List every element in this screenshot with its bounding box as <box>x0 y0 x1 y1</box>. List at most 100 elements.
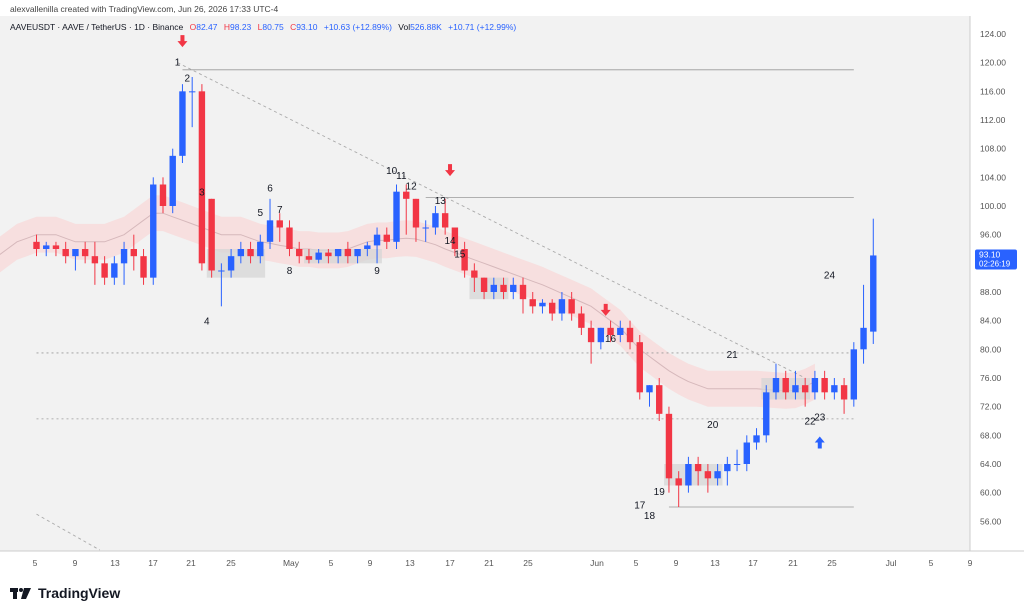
wave-label: 16 <box>605 334 617 345</box>
wave-label: 10 <box>386 166 398 177</box>
candle <box>510 277 517 300</box>
price-tick: 72.00 <box>980 402 1002 412</box>
candle <box>743 435 750 472</box>
candle <box>821 370 828 400</box>
candle-body <box>198 91 206 264</box>
candle-body <box>188 91 196 93</box>
candle <box>150 177 157 285</box>
candle <box>694 456 702 486</box>
candle-body <box>81 249 89 257</box>
candle-body <box>315 252 322 260</box>
ema-line <box>0 212 816 392</box>
candle <box>548 299 556 321</box>
price-tick: 64.00 <box>980 459 1002 469</box>
candle <box>772 363 780 400</box>
candle <box>656 378 663 421</box>
candle-body <box>305 256 313 260</box>
wave-label: 17 <box>634 500 646 511</box>
last-price: 93.10 <box>979 249 1001 259</box>
candle-body <box>257 241 264 257</box>
wave-label: 4 <box>204 316 210 327</box>
candle-body <box>72 249 79 257</box>
candle <box>607 320 614 343</box>
candle <box>831 378 838 400</box>
wave-label: 20 <box>707 420 719 431</box>
candle <box>490 277 498 300</box>
candle <box>704 464 712 493</box>
candle-body <box>461 249 468 271</box>
wave-label: 18 <box>644 511 656 522</box>
candle-body <box>130 249 137 257</box>
candle-body <box>237 249 245 257</box>
candle-body <box>373 234 381 246</box>
candle-body <box>441 213 449 228</box>
wave-label: 11 <box>396 171 407 182</box>
time-tick: 13 <box>110 558 120 568</box>
candle-body <box>607 327 614 335</box>
candle <box>101 256 108 285</box>
candle <box>373 227 381 264</box>
candle <box>305 249 313 264</box>
tradingview-brand: TradingView <box>38 585 121 601</box>
candle-body <box>393 191 400 242</box>
candle-body <box>208 198 215 271</box>
time-tick: 9 <box>674 558 679 568</box>
price-tick: 100.00 <box>980 201 1006 211</box>
time-tick: 9 <box>368 558 373 568</box>
candle-body <box>218 270 225 272</box>
arrow-down-icon <box>445 164 456 177</box>
wave-label: 8 <box>287 266 293 277</box>
candle-body <box>510 284 517 292</box>
candle-body <box>480 277 488 292</box>
candle <box>403 184 410 235</box>
wave-label: 9 <box>374 266 380 277</box>
candle-body <box>539 302 546 307</box>
candle-body <box>403 191 410 199</box>
candle <box>422 220 429 242</box>
candle-body <box>870 255 877 332</box>
candle <box>441 198 449 235</box>
candle-body <box>763 392 770 436</box>
candle-body <box>120 249 128 264</box>
candle <box>724 456 731 486</box>
candle <box>850 342 858 407</box>
candle-body <box>519 284 527 300</box>
candle-body <box>578 313 585 328</box>
candle <box>480 277 488 300</box>
horizontal-levels <box>36 69 854 508</box>
consolidation-box <box>304 249 382 264</box>
candle <box>198 84 206 271</box>
candle <box>587 320 595 364</box>
time-tick: 17 <box>445 558 455 568</box>
candle <box>218 263 225 307</box>
candle-body <box>772 378 780 393</box>
time-tick: 21 <box>788 558 798 568</box>
price-tick: 108.00 <box>980 144 1006 154</box>
candle-body <box>860 327 867 350</box>
candle <box>393 184 400 249</box>
time-tick: 13 <box>405 558 415 568</box>
candle-body <box>383 234 390 242</box>
candle <box>111 256 118 285</box>
candle <box>675 471 682 507</box>
candle-body <box>334 249 342 257</box>
candlesticks[interactable] <box>33 77 877 507</box>
price-tick: 116.00 <box>980 86 1006 96</box>
candle <box>334 249 342 264</box>
arrow-up-icon <box>814 436 825 449</box>
time-tick: 5 <box>33 558 38 568</box>
wave-label: 12 <box>406 182 418 193</box>
candle-body <box>704 471 712 479</box>
legend-high-label: H <box>224 22 230 32</box>
candle <box>208 198 215 278</box>
legend-low-label: L <box>258 22 263 32</box>
candle-body <box>266 220 274 242</box>
candle <box>801 378 809 407</box>
wave-label: 14 <box>444 236 456 247</box>
candle-body <box>840 385 848 400</box>
trendlines <box>36 62 806 551</box>
candle-body <box>111 263 118 278</box>
candle <box>130 234 137 271</box>
